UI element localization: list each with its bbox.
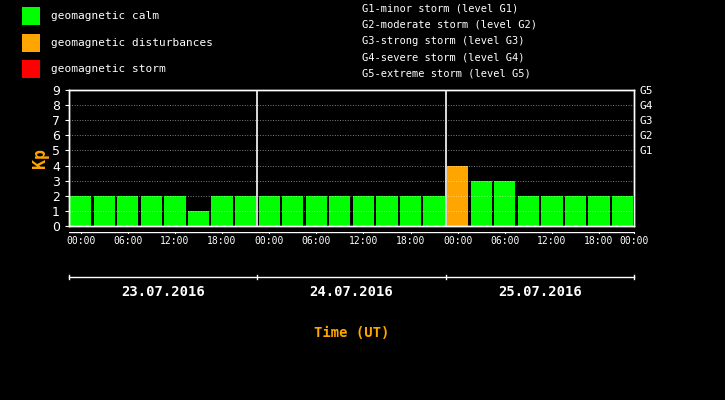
Bar (70, 196, 91, 226)
Bar (542, 196, 563, 226)
Y-axis label: Kp: Kp (31, 148, 49, 168)
Text: G4-severe storm (level G4): G4-severe storm (level G4) (362, 52, 525, 62)
Bar (259, 196, 280, 226)
Text: 18:00: 18:00 (207, 236, 237, 246)
Bar (494, 181, 515, 226)
Text: G3-strong storm (level G3): G3-strong storm (level G3) (362, 36, 525, 46)
Text: geomagnetic calm: geomagnetic calm (51, 11, 159, 21)
Text: G2-moderate storm (level G2): G2-moderate storm (level G2) (362, 20, 537, 30)
FancyBboxPatch shape (22, 34, 40, 52)
Bar (518, 196, 539, 226)
Bar (212, 196, 233, 226)
Text: G1-minor storm (level G1): G1-minor storm (level G1) (362, 3, 519, 13)
Bar (329, 196, 350, 226)
Text: 00:00: 00:00 (254, 236, 284, 246)
FancyBboxPatch shape (22, 60, 40, 78)
Bar (188, 211, 209, 226)
Bar (141, 196, 162, 226)
Text: geomagnetic disturbances: geomagnetic disturbances (51, 38, 212, 48)
Text: 06:00: 06:00 (302, 236, 331, 246)
Text: geomagnetic storm: geomagnetic storm (51, 64, 165, 74)
Text: 00:00: 00:00 (620, 236, 649, 246)
Bar (165, 196, 186, 226)
Bar (94, 196, 115, 226)
Text: 00:00: 00:00 (66, 236, 96, 246)
Text: 06:00: 06:00 (490, 236, 520, 246)
Bar (423, 196, 444, 226)
Bar (376, 196, 397, 226)
Bar (471, 181, 492, 226)
Bar (447, 166, 468, 226)
Bar (612, 196, 633, 226)
Text: 12:00: 12:00 (537, 236, 567, 246)
Text: 24.07.2016: 24.07.2016 (310, 285, 394, 299)
Text: 12:00: 12:00 (349, 236, 378, 246)
Text: 23.07.2016: 23.07.2016 (121, 285, 205, 299)
Text: 18:00: 18:00 (396, 236, 426, 246)
Bar (117, 196, 138, 226)
Text: 00:00: 00:00 (443, 236, 473, 246)
Text: G5-extreme storm (level G5): G5-extreme storm (level G5) (362, 69, 531, 79)
Bar (400, 196, 421, 226)
Bar (589, 196, 610, 226)
Text: 06:00: 06:00 (113, 236, 143, 246)
Bar (235, 196, 256, 226)
Text: 12:00: 12:00 (160, 236, 190, 246)
Text: 25.07.2016: 25.07.2016 (498, 285, 582, 299)
Bar (306, 196, 327, 226)
Bar (353, 196, 374, 226)
Bar (282, 196, 303, 226)
Text: Time (UT): Time (UT) (314, 326, 389, 340)
Bar (565, 196, 586, 226)
Text: 18:00: 18:00 (584, 236, 614, 246)
FancyBboxPatch shape (22, 7, 40, 26)
